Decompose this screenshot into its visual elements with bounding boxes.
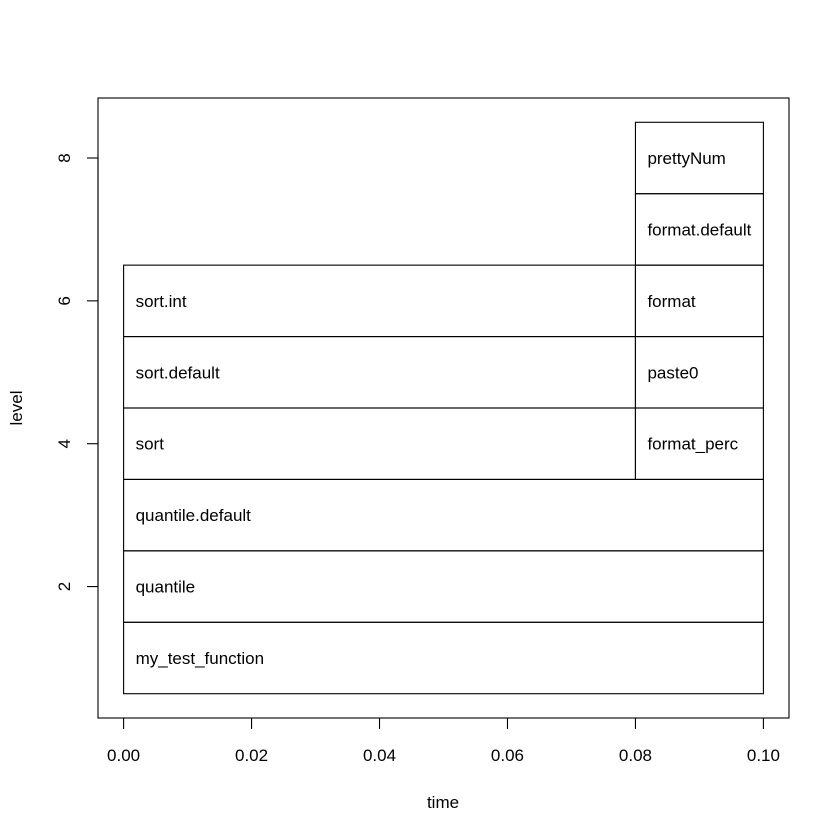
x-axis: 0.00 0.02 0.04 0.06 0.08 0.10 — [107, 717, 780, 765]
frame-labels: my_test_function quantile quantile.default… — [136, 149, 752, 668]
x-tick-label: 0.08 — [619, 746, 652, 765]
y-axis: 2 4 6 8 — [55, 153, 99, 591]
frame-cells — [123, 121, 764, 695]
x-tick-label: 0.00 — [107, 746, 140, 765]
frame-label: quantile.default — [136, 506, 252, 525]
frame-label: sort.int — [136, 292, 187, 311]
frame-label: format_perc — [647, 435, 738, 454]
y-tick-label: 2 — [55, 582, 74, 591]
y-axis-title: level — [7, 391, 26, 426]
y-tick-label: 8 — [55, 153, 74, 162]
y-tick-label: 4 — [55, 439, 74, 448]
frame-label: my_test_function — [136, 649, 265, 668]
x-axis-title: time — [427, 793, 459, 812]
frame-label: format.default — [647, 220, 751, 239]
frame-label: sort — [136, 435, 165, 454]
x-tick-label: 0.02 — [235, 746, 268, 765]
y-tick-label: 6 — [55, 296, 74, 305]
frame-label: sort.default — [136, 363, 220, 382]
frame-label: prettyNum — [647, 149, 725, 168]
frame-cell-quantile — [123, 550, 764, 623]
frame-cell-sort — [123, 407, 636, 480]
frame-label: paste0 — [647, 363, 698, 382]
frame-label: quantile — [136, 578, 196, 597]
x-tick-label: 0.10 — [747, 746, 780, 765]
frame-label: format — [647, 292, 695, 311]
x-tick-label: 0.04 — [363, 746, 396, 765]
x-tick-label: 0.06 — [491, 746, 524, 765]
frame-cell-sort-int — [123, 264, 636, 338]
frame-cell-prettynum — [634, 121, 764, 195]
